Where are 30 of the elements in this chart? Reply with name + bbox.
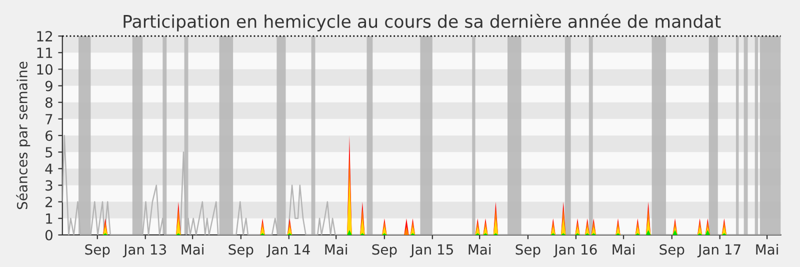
y-tick-label: 3 [46,180,52,191]
y-tick-label: 7 [46,114,52,124]
x-tick-label: Jan 15 [410,244,453,258]
x-tick-label: Mai [612,244,634,255]
x-tick-label: Mai [468,244,490,255]
x-tick-label: Jan 16 [553,244,597,258]
y-tick-label: 8 [45,97,52,108]
y-tick-label: 0 [45,230,52,240]
x-tick-label: Mai [325,244,347,255]
y-tick-label: 1 [46,214,52,224]
y-tick-label: 6 [46,130,52,141]
y-tick-label: 2 [46,196,52,208]
y-tick-label: 9 [45,80,52,92]
x-tick-label: Jan 17 [697,244,740,258]
y-tick-label: 11 [37,48,52,58]
x-tick-label: Sep [372,244,397,258]
x-tick-label: Mai [182,244,204,255]
y-tick-label: 10 [37,64,52,75]
y-tick-label: 4 [45,164,53,174]
x-tick-label: Sep [516,244,540,258]
x-tick-label: Jan 14 [266,244,310,258]
y-tick-label: 12 [37,31,52,42]
x-tick-label: Sep [660,244,684,258]
x-tick-label: Jan 13 [122,244,166,258]
y-tick-label: 5 [46,147,52,158]
x-tick-label: Sep [85,244,110,258]
x-tick-label: Sep [228,244,254,258]
x-tick-label: Mai [756,244,778,255]
y-axis-title: Séances par semaine [16,62,30,210]
chart-title: Participation en hemicycle au cours de sa dernière année de mandat [124,14,721,32]
